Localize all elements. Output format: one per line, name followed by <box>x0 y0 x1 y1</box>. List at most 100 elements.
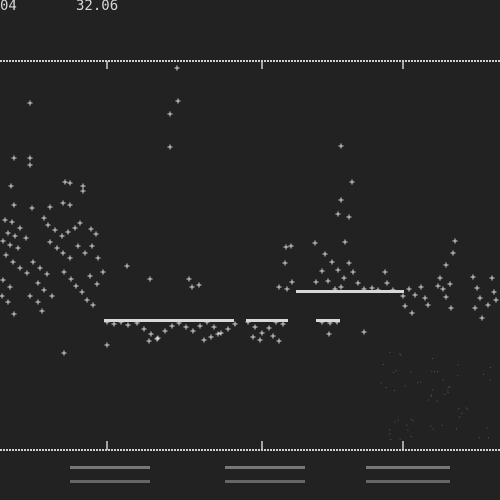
data-point <box>154 336 160 342</box>
data-point <box>77 220 83 226</box>
data-point <box>141 326 147 332</box>
data-point <box>346 260 352 266</box>
data-point <box>45 222 51 228</box>
data-point <box>479 315 485 321</box>
data-point <box>29 205 35 211</box>
data-point <box>60 200 66 206</box>
noise-dot <box>420 381 422 383</box>
data-point <box>35 280 41 286</box>
data-point <box>273 319 279 325</box>
data-point <box>489 275 495 281</box>
data-point <box>47 239 53 245</box>
tick-label-block-1 <box>70 466 150 469</box>
noise-dot <box>442 379 444 381</box>
data-point <box>67 255 73 261</box>
data-point <box>418 284 424 290</box>
noise-dot <box>431 395 432 397</box>
data-point <box>17 225 23 231</box>
data-point <box>84 297 90 303</box>
noise-dot <box>410 371 412 373</box>
data-point <box>27 162 33 168</box>
data-point <box>87 273 93 279</box>
data-point <box>183 324 189 330</box>
noise-dot <box>483 373 485 375</box>
data-point <box>39 308 45 314</box>
data-point <box>95 255 101 261</box>
data-point <box>148 331 154 337</box>
data-point <box>23 235 29 241</box>
bottom-ticks <box>106 441 404 450</box>
noise-dot <box>488 437 489 439</box>
data-point <box>27 155 33 161</box>
data-point <box>412 292 418 298</box>
data-point <box>204 319 210 325</box>
data-point <box>79 289 85 295</box>
noise-dot <box>467 408 469 410</box>
data-point <box>232 321 238 327</box>
noise-dot <box>489 367 491 368</box>
header-right-value: 32.06 <box>76 0 118 14</box>
data-point <box>61 269 67 275</box>
noise-dots <box>380 351 491 441</box>
data-point <box>5 230 11 236</box>
data-point <box>17 265 23 271</box>
data-point <box>73 283 79 289</box>
data-point <box>15 245 21 251</box>
noise-dot <box>486 427 488 429</box>
data-point <box>7 242 13 248</box>
data-point <box>90 302 96 308</box>
data-point <box>349 179 355 185</box>
data-point <box>218 330 224 336</box>
tick-label-block-2 <box>70 480 150 483</box>
data-point <box>390 287 396 293</box>
tick-label-block-5 <box>366 466 450 469</box>
data-point <box>41 287 47 293</box>
tick-label-block-6 <box>366 480 450 483</box>
noise-dot <box>399 353 401 355</box>
data-point <box>252 324 258 330</box>
data-point <box>75 243 81 249</box>
noise-dot <box>400 354 402 356</box>
noise-dot <box>428 399 430 401</box>
noise-dot <box>447 389 449 391</box>
tick-label-block-4 <box>225 480 305 483</box>
noise-dot <box>389 351 391 353</box>
noise-dot <box>437 371 439 373</box>
noise-dot <box>385 387 387 389</box>
data-point <box>104 342 110 348</box>
noise-dot <box>478 437 480 439</box>
data-point <box>0 277 6 283</box>
data-point <box>288 243 294 249</box>
data-point <box>2 217 8 223</box>
data-point <box>341 275 347 281</box>
tick-label-block-3 <box>225 466 305 469</box>
data-point <box>118 319 124 325</box>
tick-label-blocks <box>70 466 450 483</box>
data-point <box>11 155 17 161</box>
data-point <box>443 294 449 300</box>
data-point <box>312 240 318 246</box>
trace-segment-middle <box>246 319 288 322</box>
data-point <box>162 328 168 334</box>
noise-dot <box>382 363 384 365</box>
header-left-value: 04 <box>0 0 17 14</box>
data-point <box>125 322 131 328</box>
noise-dot <box>411 419 413 420</box>
top-ticks <box>106 61 404 69</box>
data-point <box>406 286 412 292</box>
data-point <box>60 250 66 256</box>
noise-dot <box>430 425 432 427</box>
data-point <box>270 333 276 339</box>
data-point <box>450 250 456 256</box>
data-point <box>104 319 110 325</box>
data-point <box>89 243 95 249</box>
trace-segment-left <box>104 319 234 322</box>
data-point <box>7 284 13 290</box>
data-point <box>283 244 289 250</box>
data-point <box>435 283 441 289</box>
data-point <box>201 337 207 343</box>
data-point <box>338 197 344 203</box>
data-point <box>215 331 221 337</box>
data-point <box>325 278 331 284</box>
data-point <box>124 263 130 269</box>
